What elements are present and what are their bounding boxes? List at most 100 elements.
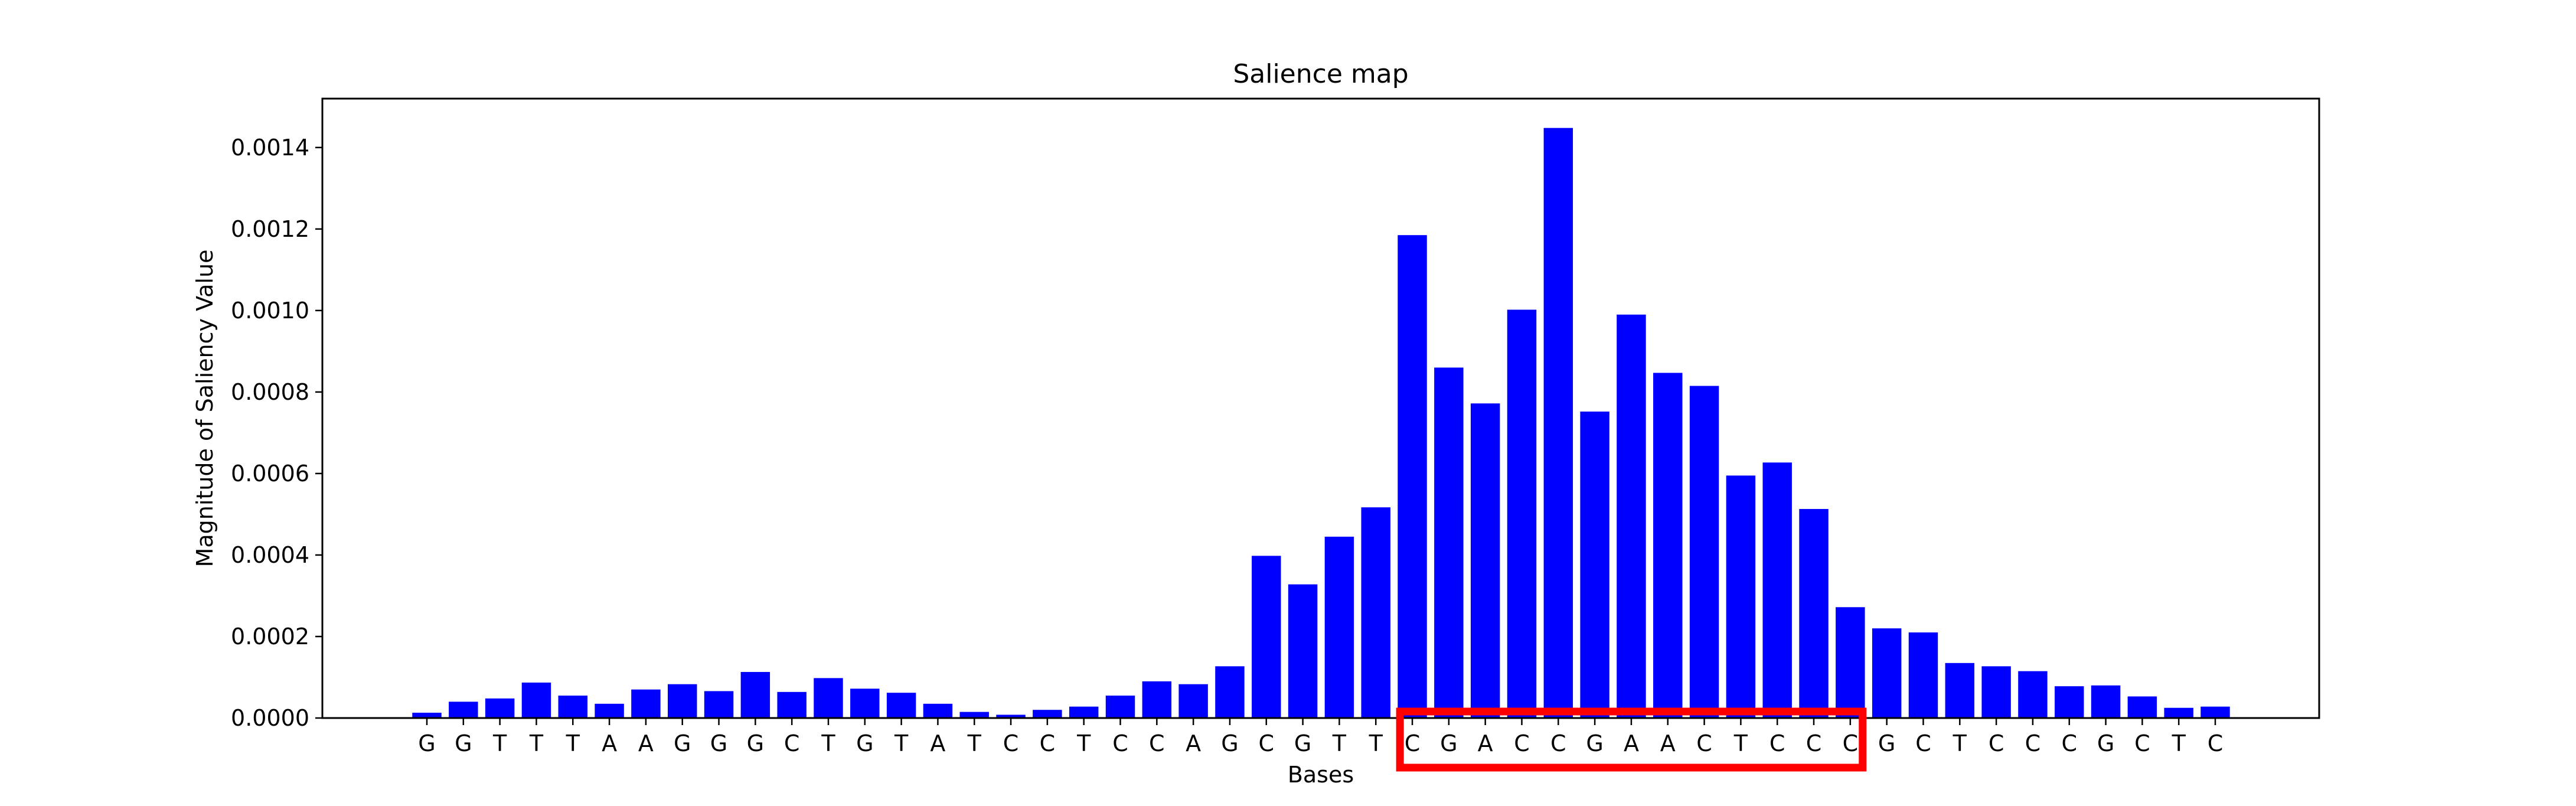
- bar: [1252, 556, 1281, 718]
- bar: [449, 701, 478, 718]
- bar: [1908, 632, 1938, 718]
- bar: [1398, 235, 1427, 718]
- bar: [1361, 507, 1390, 718]
- x-tick-label: A: [1478, 730, 1493, 756]
- x-tick-label: C: [1550, 730, 1566, 756]
- bar: [1215, 666, 1245, 718]
- bar: [1069, 706, 1099, 718]
- y-tick-label: 0.0014: [231, 135, 309, 161]
- x-tick-label: T: [529, 730, 544, 756]
- bar: [631, 689, 661, 718]
- y-tick-label: 0.0006: [231, 461, 309, 487]
- bar: [1033, 710, 1062, 718]
- bar: [1105, 696, 1135, 718]
- bar: [1653, 373, 1683, 718]
- x-tick-label: C: [1843, 730, 1859, 756]
- x-tick-label: T: [967, 730, 982, 756]
- bar: [777, 691, 807, 718]
- plot-frame: [321, 97, 2320, 719]
- x-tick-label: C: [1405, 730, 1421, 756]
- bar: [2164, 707, 2193, 718]
- bar: [704, 691, 734, 718]
- x-tick-label: C: [1696, 730, 1712, 756]
- x-tick-label: T: [566, 730, 580, 756]
- bar: [2018, 671, 2048, 718]
- bar: [1836, 607, 1865, 718]
- x-tick-label: C: [1769, 730, 1785, 756]
- x-tick-label: C: [1915, 730, 1931, 756]
- bar: [1726, 475, 1756, 718]
- x-tick-label: C: [1806, 730, 1822, 756]
- bar: [485, 698, 515, 718]
- x-tick-label: C: [2134, 730, 2150, 756]
- x-tick-label: G: [1221, 730, 1238, 756]
- bar: [959, 712, 989, 718]
- bar: [1470, 403, 1500, 718]
- x-tick-label: T: [492, 730, 507, 756]
- x-tick-label: C: [2061, 730, 2077, 756]
- x-tick-label: C: [1112, 730, 1128, 756]
- bar: [1799, 508, 1829, 718]
- x-tick-label: A: [1624, 730, 1639, 756]
- bar: [1945, 663, 1975, 718]
- y-tick-label: 0.0000: [231, 705, 309, 731]
- x-tick-label: T: [821, 730, 835, 756]
- x-tick-label: T: [894, 730, 909, 756]
- bar: [996, 714, 1026, 718]
- x-tick-label: C: [2025, 730, 2041, 756]
- bar: [558, 696, 587, 718]
- bar: [923, 703, 953, 718]
- x-tick-label: G: [674, 730, 691, 756]
- x-tick-label: C: [1149, 730, 1165, 756]
- y-axis: 0.0000 0.0002 0.0004 0.0006 0.0008 0.0010 0.00…: [231, 135, 322, 731]
- x-tick-label: C: [1003, 730, 1019, 756]
- y-tick-label: 0.0002: [231, 624, 309, 650]
- x-tick-label: T: [1733, 730, 1748, 756]
- bar: [1142, 681, 1172, 718]
- x-tick-label: T: [1369, 730, 1383, 756]
- x-tick-label: T: [1076, 730, 1091, 756]
- bar: [2127, 696, 2157, 718]
- x-tick-label: A: [930, 730, 945, 756]
- x-tick-label: G: [1878, 730, 1895, 756]
- bar: [1689, 386, 1719, 718]
- bar: [1617, 314, 1646, 718]
- x-tick-label: T: [1953, 730, 1967, 756]
- x-axis-label: Bases: [1288, 762, 1354, 788]
- x-tick-label: C: [784, 730, 800, 756]
- x-tick-label: G: [1440, 730, 1457, 756]
- bars-group: [412, 128, 2230, 719]
- bar: [1507, 309, 1537, 718]
- bar: [1434, 367, 1464, 718]
- x-tick-label: G: [455, 730, 472, 756]
- bar: [1981, 666, 2011, 718]
- x-tick-label: A: [638, 730, 654, 756]
- bar: [1580, 412, 1609, 718]
- x-tick-label: C: [1989, 730, 2004, 756]
- x-tick-label: C: [1514, 730, 1530, 756]
- bar: [1543, 128, 1573, 719]
- bar: [2055, 686, 2084, 718]
- y-tick-label: 0.0012: [231, 216, 309, 242]
- highlight-box: [1396, 707, 1867, 772]
- bar: [886, 693, 916, 718]
- bar: [1178, 684, 1208, 718]
- bar: [850, 688, 880, 718]
- bar: [2200, 706, 2230, 718]
- x-tick-label: G: [418, 730, 435, 756]
- bar: [1872, 628, 1902, 718]
- x-tick-label: C: [1259, 730, 1275, 756]
- x-tick-label: G: [856, 730, 873, 756]
- y-tick-label: 0.0010: [231, 298, 309, 324]
- bar: [521, 682, 551, 718]
- x-tick-label: G: [1294, 730, 1311, 756]
- bar: [412, 713, 442, 718]
- x-tick-label: G: [1586, 730, 1603, 756]
- bar: [814, 678, 843, 718]
- x-tick-label: A: [1186, 730, 1201, 756]
- bar: [595, 703, 624, 718]
- y-tick-label: 0.0004: [231, 542, 309, 568]
- x-tick-label: C: [2208, 730, 2224, 756]
- x-tick-label: G: [747, 730, 764, 756]
